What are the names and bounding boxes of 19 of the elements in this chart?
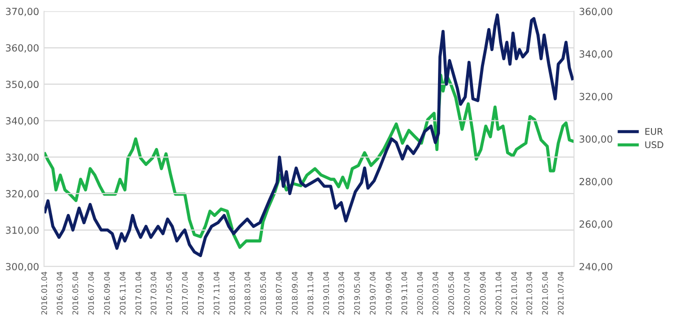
- y2-tick-label: 280,00: [580, 178, 612, 186]
- y-tick-label: 320,00: [6, 190, 39, 198]
- y2-tick-label: 240,00: [580, 262, 612, 272]
- y2-tick-label: 300,00: [580, 135, 612, 144]
- y2-tick-label: 360,00: [580, 8, 612, 16]
- y2-tick-label: 320,00: [580, 92, 612, 102]
- line-series: [44, 13, 574, 258]
- y-tick-label: 310,00: [6, 226, 39, 235]
- legend-label: EUR: [645, 128, 663, 135]
- y-tick-label: 350,00: [6, 80, 39, 90]
- y-tick-label: 340,00: [6, 117, 39, 126]
- y-tick-label: 300,00: [6, 262, 39, 272]
- y-tick-label: 370,00: [6, 8, 39, 16]
- y-tick-label: 330,00: [6, 154, 39, 162]
- legend-label: USD: [645, 141, 664, 148]
- line-series: [44, 74, 574, 249]
- y2-tick-label: 340,00: [580, 50, 612, 59]
- y-tick-label: 360,00: [6, 44, 39, 53]
- y2-tick-label: 260,00: [580, 220, 612, 229]
